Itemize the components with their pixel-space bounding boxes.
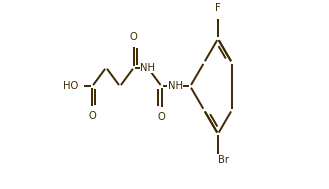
Text: O: O [130,32,138,42]
Text: Br: Br [218,155,229,165]
Text: O: O [89,111,96,121]
Text: NH: NH [168,81,183,91]
Text: HO: HO [63,81,78,91]
Text: F: F [215,3,221,13]
Text: O: O [158,112,165,122]
Text: NH: NH [140,63,155,73]
